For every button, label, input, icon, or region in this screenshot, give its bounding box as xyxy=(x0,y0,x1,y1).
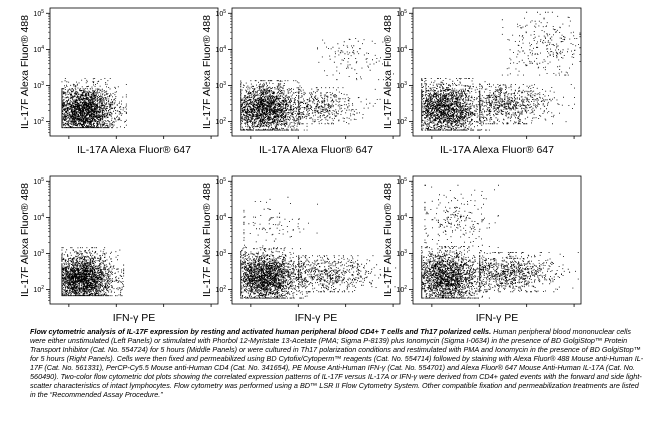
dot-plot-bottom-middle: 102 103 104 105 IFN-γ PE IL-17F Alexa Fluor® … xyxy=(201,175,401,324)
event-points xyxy=(243,196,318,249)
event-population-3 xyxy=(243,196,318,249)
y-axis-label: IL-17F Alexa Fluor® 488 xyxy=(19,183,31,297)
dot-plot-top-middle: 102 103 104 105 IL-17A Alexa Fluor® 647 IL-17… xyxy=(201,7,401,156)
plot-frame xyxy=(231,175,401,305)
y-axis-label: IL-17F Alexa Fluor® 488 xyxy=(382,183,394,297)
y-tick-label: 102 xyxy=(33,117,44,126)
y-tick-label: 103 xyxy=(33,81,44,90)
event-points xyxy=(61,247,125,297)
event-points xyxy=(298,87,381,125)
event-dots xyxy=(421,184,579,299)
y-tick-label: 102 xyxy=(215,117,226,126)
y-tick-label: 104 xyxy=(396,45,407,54)
event-population-1 xyxy=(61,78,127,129)
y-tick-label: 102 xyxy=(396,117,407,126)
x-axis-label: IL-17A Alexa Fluor® 647 xyxy=(259,144,373,156)
event-points xyxy=(501,11,581,76)
y-tick-label: 103 xyxy=(396,249,407,258)
y-tick-label: 102 xyxy=(33,285,44,294)
dot-plot-grid: 102 103 104 105 IL-17A Alexa Fluor® 647 IL-17… xyxy=(19,7,582,324)
caption-body: Human peripheral blood mononuclear cells… xyxy=(30,327,644,400)
event-points xyxy=(421,246,490,299)
event-points xyxy=(424,184,499,249)
event-points xyxy=(61,78,127,129)
y-tick-label: 104 xyxy=(396,213,407,222)
y-tick-label: 105 xyxy=(396,177,407,186)
y-axis-label: IL-17F Alexa Fluor® 488 xyxy=(19,15,31,129)
figure-caption: Flow cytometric analysis of IL-17F expre… xyxy=(30,327,644,399)
event-dots xyxy=(61,247,125,297)
event-points xyxy=(240,80,308,131)
y-tick-label: 104 xyxy=(33,213,44,222)
event-population-2 xyxy=(298,87,381,125)
dot-plot-top-left: 102 103 104 105 IL-17A Alexa Fluor® 647 IL-17… xyxy=(19,7,219,156)
x-axis-label: IL-17A Alexa Fluor® 647 xyxy=(77,144,191,156)
event-population-2 xyxy=(479,252,579,293)
plot-frame xyxy=(49,7,219,137)
caption-title: Flow cytometric analysis of IL-17F expre… xyxy=(30,327,492,336)
y-tick-label: 103 xyxy=(215,249,226,258)
event-population-1 xyxy=(421,78,490,131)
dot-plot-bottom-right: 102 103 104 105 IFN-γ PE IL-17F Alexa Fluor® … xyxy=(382,175,582,324)
event-population-1 xyxy=(61,247,125,297)
event-population-2 xyxy=(479,84,575,125)
y-tick-label: 104 xyxy=(33,45,44,54)
plot-frame xyxy=(49,175,219,305)
dot-plot-top-right: 102 103 104 105 IL-17A Alexa Fluor® 647 IL-17… xyxy=(382,7,582,156)
event-points xyxy=(479,252,579,293)
event-population-1 xyxy=(240,248,308,299)
event-points xyxy=(240,248,308,299)
y-tick-label: 103 xyxy=(33,249,44,258)
plot-frame xyxy=(412,7,582,137)
dot-plot-bottom-left: 102 103 104 105 IFN-γ PE IL-17F Alexa Fluor® … xyxy=(19,175,219,324)
x-axis-label: IFN-γ PE xyxy=(113,312,156,324)
x-axis-label: IL-17A Alexa Fluor® 647 xyxy=(440,144,554,156)
y-tick-label: 103 xyxy=(215,81,226,90)
y-tick-label: 102 xyxy=(396,285,407,294)
event-population-1 xyxy=(240,80,308,131)
y-tick-label: 104 xyxy=(215,213,226,222)
event-dots xyxy=(61,78,127,129)
event-population-3 xyxy=(424,184,499,249)
y-tick-label: 105 xyxy=(396,9,407,18)
event-dots xyxy=(240,196,397,299)
y-tick-label: 105 xyxy=(215,177,226,186)
y-axis-label: IL-17F Alexa Fluor® 488 xyxy=(201,15,213,129)
x-axis-label: IFN-γ PE xyxy=(295,312,338,324)
event-dots xyxy=(240,38,394,131)
event-population-3 xyxy=(501,11,581,76)
plot-frame xyxy=(412,175,582,305)
plot-frame xyxy=(231,7,401,137)
event-points xyxy=(421,78,490,131)
y-tick-label: 105 xyxy=(33,9,44,18)
y-axis-label: IL-17F Alexa Fluor® 488 xyxy=(201,183,213,297)
event-population-1 xyxy=(421,246,490,299)
y-tick-label: 105 xyxy=(215,9,226,18)
y-tick-label: 105 xyxy=(33,177,44,186)
y-tick-label: 104 xyxy=(215,45,226,54)
y-tick-label: 102 xyxy=(215,285,226,294)
event-points xyxy=(479,84,575,125)
y-axis-label: IL-17F Alexa Fluor® 488 xyxy=(382,15,394,129)
y-tick-label: 103 xyxy=(396,81,407,90)
x-axis-label: IFN-γ PE xyxy=(476,312,519,324)
event-dots xyxy=(421,11,581,131)
